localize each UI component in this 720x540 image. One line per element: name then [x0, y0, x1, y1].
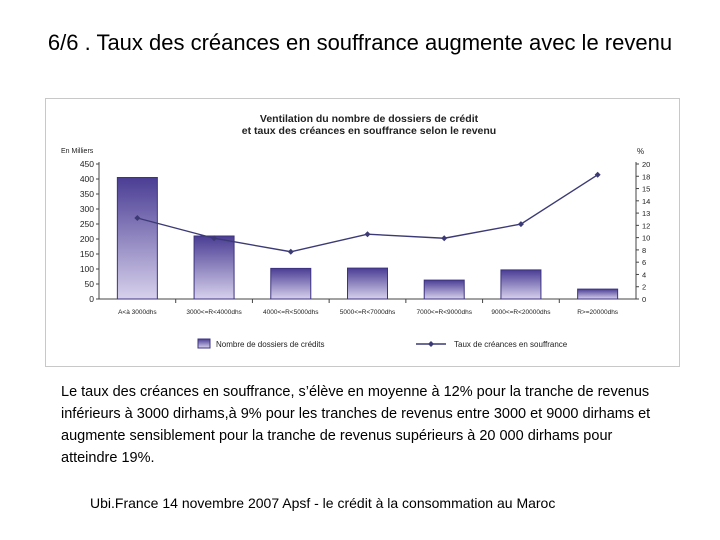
x-tick-label: R>=20000dhs	[577, 309, 619, 316]
y-tick-label: 400	[80, 174, 94, 184]
y2-tick-label: 6	[642, 258, 646, 267]
bar	[577, 288, 619, 300]
legend-bar-label: Nombre de dossiers de crédits	[216, 340, 325, 349]
slide-title: 6/6 . Taux des créances en souffrance au…	[47, 30, 673, 55]
y2-tick-label: 14	[642, 197, 650, 206]
y-tick-label: 0	[89, 294, 94, 304]
rate-point	[211, 235, 218, 242]
rate-point	[594, 171, 601, 178]
x-tick-label: 9000<=R<20000dhs	[491, 309, 551, 316]
footer-text: Ubi.France 14 novembre 2007 Apsf - le cr…	[90, 495, 556, 511]
chart-title-line-2: et taux des créances en souffrance selon…	[242, 125, 496, 137]
y-tick-label: 150	[80, 249, 94, 259]
legend-bar-swatch	[197, 338, 211, 349]
y2-tick-label: 20	[642, 160, 650, 169]
bar	[116, 177, 158, 300]
rate-point	[517, 221, 524, 228]
y-tick-label: 350	[80, 189, 94, 199]
bar	[347, 267, 388, 300]
bar	[193, 235, 235, 300]
y2-tick-label: 13	[642, 209, 650, 218]
y-axis-label: En Milliers	[61, 148, 94, 155]
y2-tick-label: 2	[642, 283, 646, 292]
legend-line-label: Taux de créances en souffrance	[454, 340, 568, 349]
rate-point	[364, 231, 371, 238]
bar	[500, 269, 542, 300]
chart-title-line-1: Ventilation du nombre de dossiers de cré…	[260, 113, 479, 125]
y2-tick-label: 0	[642, 295, 646, 304]
y2-tick-label: 12	[642, 221, 650, 230]
y-tick-label: 100	[80, 264, 94, 274]
x-tick-label: A<à 3000dhs	[118, 309, 157, 316]
y-tick-label: 50	[85, 279, 95, 289]
y2-tick-label: 18	[642, 172, 650, 181]
y2-axis-label: %	[637, 147, 644, 156]
rate-point	[287, 248, 294, 255]
legend-line-marker	[428, 341, 434, 347]
x-tick-label: 4000<=R<5000dhs	[263, 309, 319, 316]
y-tick-label: 250	[80, 219, 94, 229]
rate-point	[441, 235, 448, 242]
y2-tick-label: 8	[642, 246, 646, 255]
body-paragraph: Le taux des créances en souffrance, s’él…	[61, 384, 651, 466]
x-tick-label: 3000<=R<4000dhs	[186, 309, 242, 316]
y-tick-label: 200	[80, 234, 94, 244]
bar	[270, 267, 312, 300]
chart-panel: Ventilation du nombre de dossiers de cré…	[45, 98, 680, 367]
y2-tick-label: 4	[642, 270, 646, 279]
rate-point	[134, 215, 141, 221]
x-tick-label: 5000<=R<7000dhs	[340, 309, 396, 316]
x-tick-label: 7000<=R<9000dhs	[416, 309, 472, 316]
y-tick-label: 450	[80, 159, 94, 169]
combo-chart: Ventilation du nombre de dossiers de cré…	[61, 113, 650, 349]
y2-tick-label: 15	[642, 185, 650, 194]
y-tick-label: 300	[80, 204, 94, 214]
bar	[423, 279, 465, 300]
y2-tick-label: 10	[642, 234, 650, 243]
